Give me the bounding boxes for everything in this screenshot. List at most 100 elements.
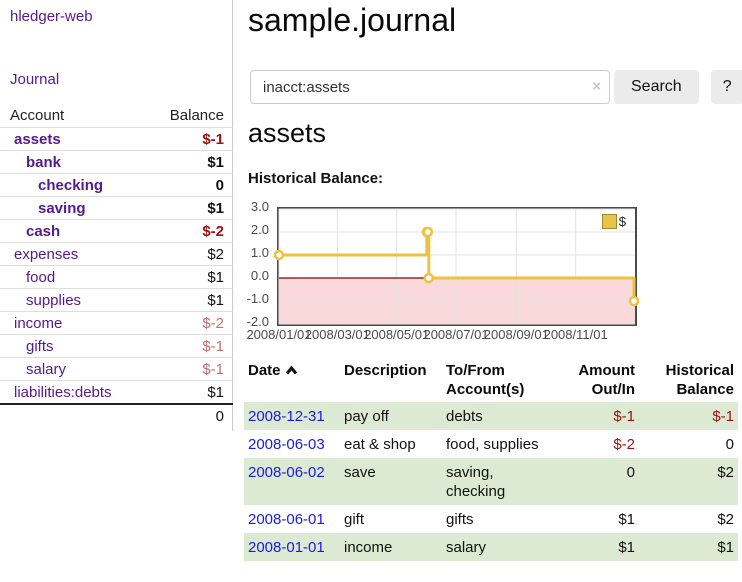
description-column-header: Description (344, 362, 427, 379)
account-link-income[interactable]: income (14, 315, 63, 332)
search-button[interactable]: Search (614, 70, 699, 104)
accounts-total-value: 0 (215, 408, 224, 425)
transaction-description: income (344, 539, 393, 556)
account-balance: $1 (207, 154, 224, 171)
x-axis-tick-label: 2008/01/01 (246, 327, 312, 342)
transaction-date-link[interactable]: 2008-01-01 (248, 539, 325, 556)
transaction-description: eat & shop (344, 436, 416, 453)
account-link-checking[interactable]: checking (38, 177, 104, 194)
account-balance: $1 (207, 384, 224, 401)
account-link-bank[interactable]: bank (26, 154, 62, 171)
x-axis-tick-label: 2008/09/01 (483, 327, 549, 342)
transaction-accounts: saving, checking (446, 464, 506, 500)
account-link-liabilities-debts[interactable]: liabilities:debts (14, 384, 112, 401)
chart-y-axis-labels: 3.0 2.0 1.0 0.0 -1.0 -2.0 (243, 200, 273, 330)
y-axis-tick-label: -1.0 (246, 291, 269, 306)
chart-title: Historical Balance: (248, 170, 384, 187)
clear-search-icon[interactable]: × (592, 78, 601, 95)
account-link-assets[interactable]: assets (14, 131, 61, 148)
account-balance: $-2 (202, 315, 224, 332)
register-row: 2008-06-03 eat & shop food, supplies $-2… (244, 430, 738, 458)
account-row: food $1 (0, 266, 233, 289)
account-row: checking 0 (0, 174, 233, 197)
transaction-accounts: debts (446, 408, 483, 425)
register-table: Date Description To/From Account(s) Amou… (244, 360, 738, 561)
account-link-saving[interactable]: saving (38, 200, 86, 217)
y-axis-tick-label: 3.0 (250, 199, 269, 214)
legend-label: $ (618, 214, 626, 229)
y-axis-tick-label: -2.0 (246, 314, 269, 329)
account-balance: $-1 (202, 338, 224, 355)
account-balance: $1 (207, 200, 224, 217)
x-axis-tick-label: 2008/11/01 (543, 327, 608, 342)
accounts-header-line1: To/From (446, 362, 505, 379)
help-button[interactable]: ? (710, 70, 742, 104)
accounts-table: Account Balance assets $-1 bank $1 check… (0, 104, 233, 427)
transaction-description: gift (344, 511, 365, 528)
account-balance: $2 (207, 246, 224, 263)
transaction-amount: $1 (618, 539, 635, 556)
date-column-header[interactable]: Date (244, 360, 340, 402)
page-title: sample.journal (248, 2, 457, 38)
account-link-gifts[interactable]: gifts (26, 338, 54, 355)
account-row: saving $1 (0, 197, 233, 220)
app-title-link[interactable]: hledger-web (10, 8, 93, 25)
transaction-date-link[interactable]: 2008-12-31 (248, 408, 325, 425)
account-row: cash $-2 (0, 220, 233, 243)
chart-plot-area: $ (273, 207, 640, 326)
transaction-accounts: gifts (446, 511, 474, 528)
account-row: income $-2 (0, 312, 233, 335)
transaction-balance: 0 (725, 436, 734, 453)
x-axis-tick-label: 2008/03/01 (304, 327, 370, 342)
sidebar-item-journal[interactable]: Journal (10, 71, 60, 88)
balance-header-line2: Balance (676, 381, 734, 398)
x-axis-tick-label: 2008/07/01 (423, 327, 489, 342)
account-link-salary[interactable]: salary (26, 361, 67, 378)
register-row: 2008-06-02 save saving, checking 0 $2 (244, 458, 738, 505)
transaction-balance: $2 (717, 464, 734, 481)
account-link-cash[interactable]: cash (26, 223, 61, 240)
account-row: bank $1 (0, 151, 233, 174)
account-balance: 0 (215, 177, 224, 194)
account-row: salary $-1 (0, 358, 233, 381)
account-link-expenses[interactable]: expenses (14, 246, 79, 263)
register-header-row: Date Description To/From Account(s) Amou… (244, 360, 738, 402)
account-column-header: Account (10, 107, 65, 124)
account-row: gifts $-1 (0, 335, 233, 358)
chart-x-axis-labels: 2008/01/01 2008/03/01 2008/05/01 2008/07/01… (243, 200, 742, 342)
main-content: sample.journal × Search ? assets Histori… (233, 0, 742, 582)
y-axis-tick-label: 1.0 (250, 245, 269, 260)
historical-balance-chart: 3.0 2.0 1.0 0.0 -1.0 -2.0 $ 2008/01/01 2008/03… (243, 200, 742, 345)
amount-header-line2: Out/In (591, 381, 635, 398)
register-row: 2008-06-01 gift gifts $1 $2 (244, 505, 738, 533)
transaction-amount: 0 (626, 464, 635, 481)
accounts-total-row: 0 (0, 404, 233, 427)
chart-legend: $ (599, 213, 628, 230)
account-link-food[interactable]: food (26, 269, 56, 286)
register-row: 2008-01-01 income salary $1 $1 (244, 533, 738, 561)
x-axis-tick-label: 2008/05/01 (364, 327, 430, 342)
account-balance: $-1 (202, 131, 224, 148)
search-input[interactable] (250, 70, 610, 104)
balance-column-header: Historical Balance (639, 360, 738, 402)
search-box: × (250, 70, 610, 104)
account-row: liabilities:debts $1 (0, 381, 233, 404)
transaction-accounts: food, supplies (446, 436, 539, 453)
transaction-date-link[interactable]: 2008-06-03 (248, 436, 325, 453)
transaction-amount: $-1 (613, 408, 635, 425)
balance-header-line1: Historical (665, 362, 734, 379)
transaction-balance: $1 (717, 539, 734, 556)
accounts-header-line2: Account(s) (446, 381, 525, 398)
account-link-supplies[interactable]: supplies (26, 292, 82, 309)
legend-swatch-icon (601, 214, 617, 229)
y-axis-tick-label: 0.0 (250, 268, 269, 283)
register-row: 2008-12-31 pay off debts $-1 $-1 (244, 402, 738, 430)
transaction-date-link[interactable]: 2008-06-01 (248, 511, 325, 528)
account-balance: $1 (207, 269, 224, 286)
transaction-date-link[interactable]: 2008-06-02 (248, 464, 325, 481)
sidebar: hledger-web Journal Account Balance asse… (0, 0, 233, 431)
date-header-label: Date (248, 362, 281, 379)
search-form: × Search ? (250, 70, 742, 104)
transaction-balance: $-1 (712, 408, 734, 425)
account-balance: $-2 (202, 223, 224, 240)
